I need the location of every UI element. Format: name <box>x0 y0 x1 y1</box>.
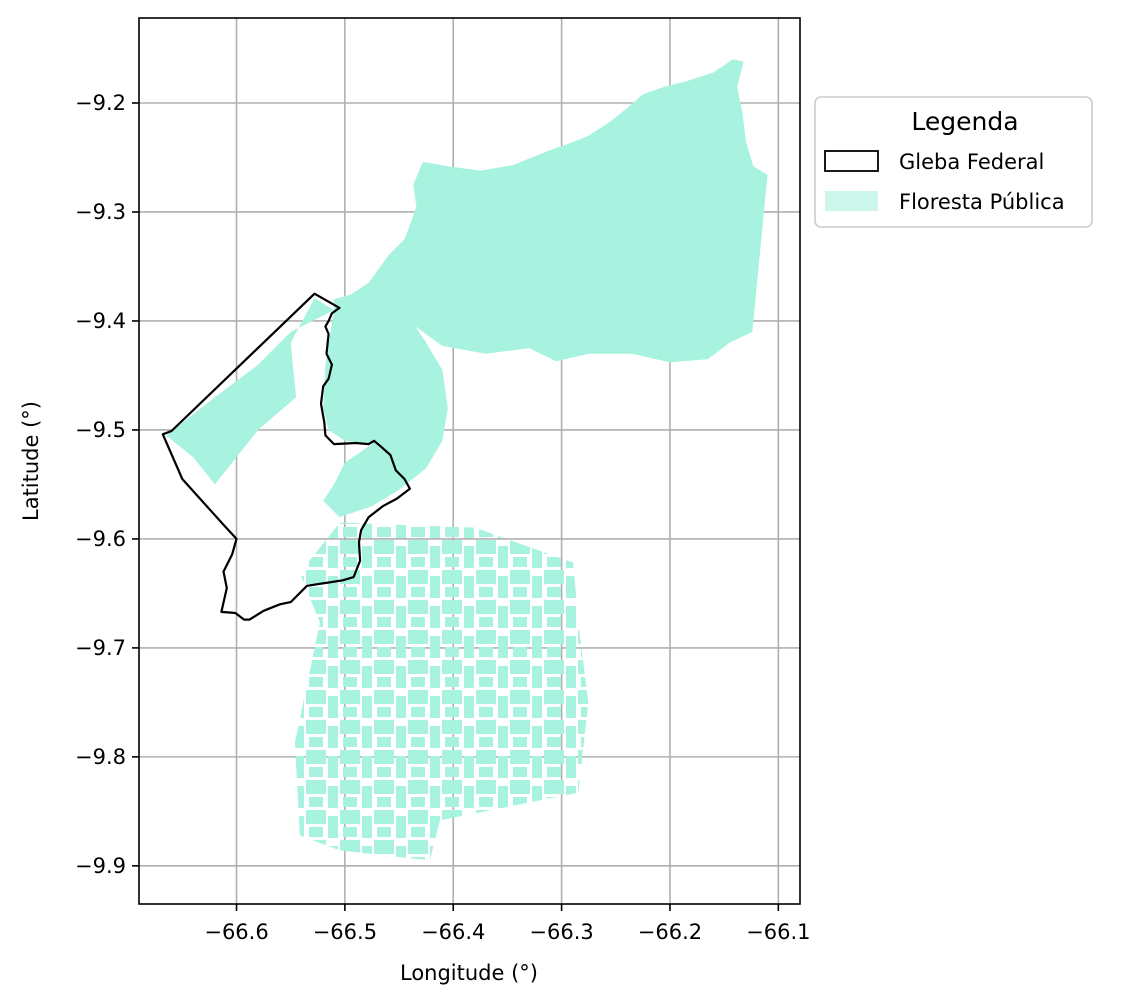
x-axis-ticks: −66.6 −66.5 −66.4 −66.3 −66.2 −66.1 <box>204 904 811 944</box>
y-tick-label-3: −9.5 <box>75 418 126 442</box>
legend-swatch-gleba <box>824 150 879 172</box>
legend-swatch-floresta <box>825 191 878 211</box>
y-tick-label-5: −9.7 <box>75 636 126 660</box>
floresta-region-0 <box>323 59 768 518</box>
gleba-federal-layer <box>161 292 411 621</box>
y-tick-label-7: −9.9 <box>75 854 126 878</box>
x-axis-label: Longitude (°) <box>400 961 538 985</box>
y-axis-label: Latitude (°) <box>19 401 43 521</box>
legend: Legenda Gleba Federal Floresta Pública <box>814 96 1093 228</box>
y-tick-label-4: −9.6 <box>75 527 126 551</box>
x-tick-label-0: −66.6 <box>204 920 268 944</box>
axes-frame <box>138 17 801 905</box>
x-tick-label-4: −66.2 <box>638 920 702 944</box>
y-tick-label-2: −9.4 <box>75 309 126 333</box>
x-tick-label-5: −66.1 <box>746 920 810 944</box>
y-tick-label-1: −9.3 <box>75 200 126 224</box>
x-tick-label-3: −66.3 <box>529 920 593 944</box>
gleba-federal-outline <box>161 292 411 621</box>
y-tick-label-6: −9.8 <box>75 745 126 769</box>
floresta-region-2 <box>294 522 589 861</box>
y-tick-label-0: −9.2 <box>75 91 126 115</box>
x-tick-label-2: −66.4 <box>421 920 485 944</box>
legend-frame <box>814 96 1093 228</box>
y-axis-ticks: −9.2 −9.3 −9.4 −9.5 −9.6 −9.7 −9.8 −9.9 <box>75 91 139 878</box>
x-tick-label-1: −66.5 <box>313 920 377 944</box>
legend-label-gleba: Gleba Federal <box>899 150 1044 174</box>
floresta-region-1 <box>166 298 334 485</box>
floresta-publica-layer <box>166 59 768 861</box>
legend-title: Legenda <box>911 107 1018 136</box>
legend-label-floresta: Floresta Pública <box>899 190 1065 214</box>
